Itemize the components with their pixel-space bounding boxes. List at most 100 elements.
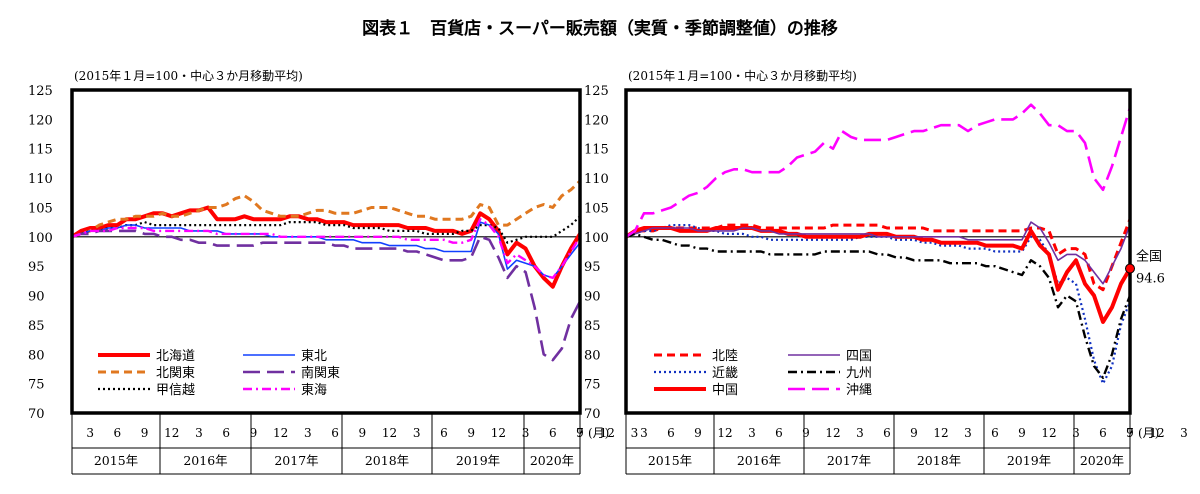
series-line-四国: [625, 221, 1131, 285]
y-tick-label: 75: [584, 378, 601, 393]
x-tick-label: 9: [694, 426, 702, 440]
panel-left: 125 120 115 110 105 100 95 90 85 80 75 70 3 6 9 12 3 6 9 12…: [28, 84, 639, 475]
year-label: 2017年: [274, 453, 318, 468]
y-tick-label: 70: [28, 407, 45, 422]
y-tick-label: 90: [584, 290, 601, 305]
note-right: (2015年１月=100・中心３か月移動平均): [628, 68, 857, 83]
legend-label-九州: 九州: [846, 366, 872, 381]
x-tick-label: 9: [250, 426, 258, 440]
x-tick-label: 12: [273, 426, 288, 440]
y-tick-label: 115: [584, 143, 609, 158]
x-tick-label: 3: [86, 426, 94, 440]
year-label: 2016年: [737, 453, 781, 468]
x-tick-label: 3: [964, 426, 972, 440]
legend-label-四国: 四国: [846, 349, 872, 364]
x-tick-label: 6: [440, 426, 448, 440]
legend-label-南関東: 南関東: [301, 365, 340, 381]
panel-right: 125 120 115 110 105 100 95 90 85 80 75 70 3 6 9 12 3 6 9 12…: [584, 84, 1188, 475]
x-tick-label: 12: [1041, 426, 1056, 440]
x-unit-label: (月): [1138, 426, 1159, 440]
y-tick-label: 100: [584, 231, 609, 246]
national-marker: [1125, 263, 1135, 274]
y-tick-label: 80: [584, 348, 601, 363]
series-line-中国: [624, 226, 1132, 324]
series-line-九州: [625, 232, 1132, 379]
y-tick-label: 125: [28, 84, 53, 99]
year-label: 2019年: [1007, 453, 1051, 468]
x-tick-label: 6: [991, 426, 999, 440]
series-line-沖縄: [625, 103, 1132, 238]
y-tick-label: 70: [584, 407, 601, 422]
x-tick-label: 9: [1018, 426, 1026, 440]
legend-label-甲信越: 甲信越: [156, 383, 195, 398]
x-tick-label: 6: [549, 426, 557, 440]
legend-label-中国: 中国: [712, 383, 738, 398]
y-tick-label: 125: [584, 84, 609, 99]
x-tick-label: 12: [600, 426, 615, 440]
x-tick-label: 6: [114, 426, 122, 440]
x-tick-label: 3: [1180, 426, 1188, 440]
x-tick-label: 3: [631, 426, 639, 440]
legend-label-東海: 東海: [301, 382, 327, 398]
y-tick-label: 85: [584, 319, 601, 334]
x-tick-label: 3: [640, 426, 648, 440]
series-line-甲信越: [71, 215, 581, 244]
x-tick-label: 6: [883, 426, 891, 440]
y-tick-label: 115: [28, 143, 53, 158]
x-tick-label: 9: [141, 426, 149, 440]
x-tick-label: 12: [164, 426, 179, 440]
x-tick-label: 12: [1149, 426, 1164, 440]
y-tick-label: 110: [584, 172, 609, 187]
year-label: 2020年: [530, 453, 574, 468]
y-tick-label: 95: [584, 260, 601, 275]
legend-label-北海道: 北海道: [156, 349, 195, 364]
y-tick-label: 85: [28, 319, 45, 334]
year-label: 2018年: [917, 453, 961, 468]
national-label: 全国: [1136, 249, 1162, 265]
legend-label-北関東: 北関東: [156, 365, 195, 381]
year-label: 2016年: [183, 453, 227, 468]
x-tick-label: 3: [522, 426, 530, 440]
x-tick-label: 9: [467, 426, 475, 440]
note-left: (2015年１月=100・中心３か月移動平均): [74, 68, 303, 83]
plot-frame: [624, 88, 1132, 415]
x-tick-label: 12: [933, 426, 948, 440]
x-tick-label: 3: [195, 426, 203, 440]
x-tick-label: 6: [667, 426, 675, 440]
x-tick-label: 3: [748, 426, 756, 440]
x-tick-label: 3: [856, 426, 864, 440]
x-tick-label: 6: [775, 426, 783, 440]
x-tick-label: 3: [304, 426, 312, 440]
y-tick-label: 100: [28, 231, 53, 246]
year-label: 2019年: [456, 453, 500, 468]
series-line-南関東: [71, 229, 582, 362]
x-tick-label: 12: [491, 426, 506, 440]
y-tick-label: 105: [28, 201, 53, 216]
x-tick-label: 3: [413, 426, 421, 440]
legend-label-沖縄: 沖縄: [846, 383, 872, 398]
x-tick-label: 12: [717, 426, 732, 440]
chart-title: 図表１ 百貨店・スーパー販売額（実質・季節調整値）の推移: [362, 18, 838, 39]
x-tick-label: 9: [802, 426, 810, 440]
x-tick-label: 9: [358, 426, 366, 440]
x-tick-label: 6: [331, 426, 339, 440]
y-tick-label: 120: [584, 113, 609, 128]
y-tick-label: 105: [584, 201, 609, 216]
x-tick-label: 12: [825, 426, 840, 440]
x-tick-label: 6: [1099, 426, 1107, 440]
y-tick-label: 80: [28, 348, 45, 363]
year-label: 2020年: [1080, 453, 1124, 468]
y-tick-label: 75: [28, 378, 45, 393]
year-label: 2018年: [365, 453, 409, 468]
series-line-北関東: [71, 179, 582, 239]
year-label: 2015年: [648, 453, 692, 468]
x-tick-label: 3: [1072, 426, 1080, 440]
x-unit-label: (月): [588, 426, 609, 440]
legend-label-北陸: 北陸: [712, 348, 738, 364]
year-label: 2017年: [827, 453, 871, 468]
x-tick-label: 12: [382, 426, 397, 440]
plot-frame: [70, 88, 582, 415]
legend-label-東北: 東北: [301, 348, 327, 364]
legend-label-近畿: 近畿: [712, 366, 738, 381]
